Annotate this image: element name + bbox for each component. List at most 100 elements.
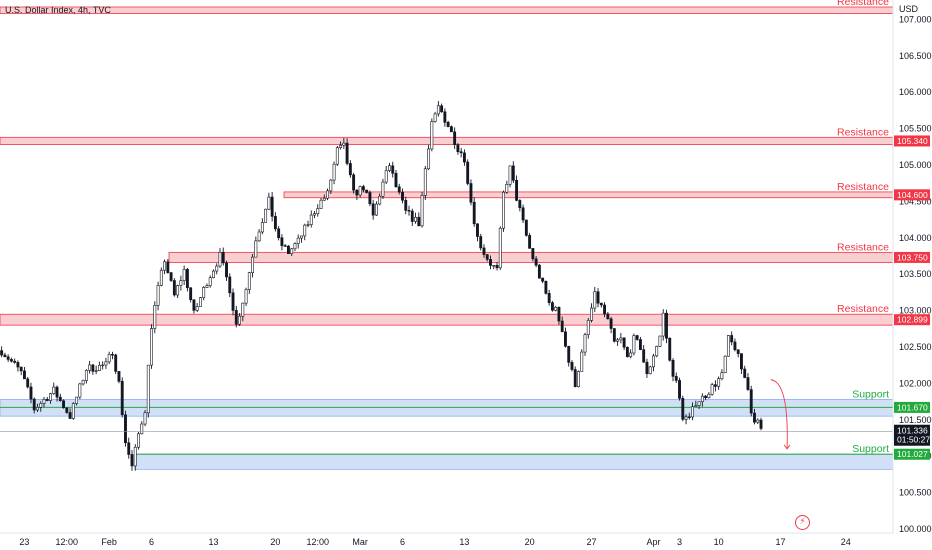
candle-body: [133, 446, 137, 467]
candle-body: [176, 285, 180, 296]
symbol-header[interactable]: U.S. Dollar Index, 4h, TVC: [5, 5, 111, 15]
candle-body: [518, 200, 522, 209]
candle-body: [756, 419, 760, 423]
candle-body: [671, 359, 675, 377]
candle-body: [713, 384, 717, 387]
candle-body: [537, 264, 541, 279]
candle-body: [251, 256, 255, 273]
time-tick-label: 17: [776, 537, 786, 547]
candle-body: [62, 400, 65, 409]
candle-body: [645, 361, 649, 374]
candle-body: [606, 313, 610, 320]
candle-body: [264, 208, 268, 223]
candle-body: [394, 172, 398, 188]
candle-body: [39, 403, 43, 408]
candle-body: [652, 355, 655, 368]
resistance-label: Resistance: [837, 303, 889, 315]
candle-body: [306, 224, 310, 226]
candle-body: [156, 285, 160, 306]
candle-body: [371, 203, 375, 216]
candle-body: [521, 207, 525, 221]
candle-body: [515, 180, 519, 201]
candle-body: [3, 354, 7, 358]
candle-body: [726, 335, 730, 357]
candles-layer: [0, 101, 763, 471]
resistance-zone: [0, 136, 894, 145]
candle-body: [554, 307, 558, 311]
candle-body: [489, 259, 492, 266]
candle-body: [459, 151, 463, 154]
candle-body: [345, 142, 349, 164]
candle-body: [730, 335, 734, 343]
candle-body: [378, 195, 382, 205]
candle-body: [453, 131, 457, 145]
candle-body: [303, 224, 307, 237]
resistance-price-tag-bg: [894, 189, 930, 201]
candle-body: [564, 331, 567, 347]
candle-body: [508, 165, 512, 185]
candle-body: [293, 243, 297, 250]
candle-body: [218, 252, 222, 267]
resistance-price-tag-bg: [894, 135, 930, 147]
candle-body: [260, 222, 264, 233]
lightning-icon[interactable]: ⚡: [795, 515, 810, 530]
time-tick-label: 3: [677, 537, 682, 547]
candle-body: [710, 384, 714, 395]
candle-body: [339, 145, 343, 148]
candle-body: [319, 199, 323, 209]
candle-body: [632, 335, 636, 354]
candle-body: [381, 181, 385, 197]
candle-body: [753, 412, 756, 423]
candle-body: [707, 393, 711, 398]
candle-body: [326, 190, 329, 199]
candle-body: [635, 335, 639, 340]
candle-body: [743, 368, 747, 378]
candle-body: [329, 179, 333, 192]
candle-body: [247, 272, 251, 290]
support-price-tag: 101.670: [897, 402, 928, 412]
resistance-zone: [283, 191, 894, 199]
candle-body: [384, 170, 388, 183]
candle-body: [642, 349, 646, 363]
candle-body: [629, 352, 633, 358]
candle-body: [388, 165, 391, 171]
price-tick-label: 106.500: [899, 51, 932, 61]
candle-body: [9, 359, 13, 362]
last-price-countdown: 01:50:27: [897, 435, 930, 445]
candle-body: [736, 349, 740, 354]
candle-body: [26, 378, 30, 388]
candle-body: [694, 405, 698, 408]
candle-body: [163, 261, 167, 271]
candle-body: [84, 370, 88, 381]
candle-body: [485, 254, 489, 260]
candle-body: [352, 174, 356, 191]
candle-body: [524, 219, 528, 236]
price-tick-label: 104.500: [899, 196, 932, 206]
candle-body: [404, 199, 408, 211]
price-tick-label: 107.000: [899, 14, 932, 24]
candle-body: [511, 165, 515, 181]
candle-body: [544, 280, 548, 294]
candle-body: [267, 196, 271, 210]
time-tick-label: 20: [525, 537, 535, 547]
resistance-zone: [168, 251, 894, 263]
resistance-zone: [0, 313, 894, 326]
candle-body: [466, 161, 470, 184]
candle-body: [322, 197, 326, 201]
candle-body: [13, 360, 17, 363]
candle-body: [446, 121, 450, 127]
candle-body: [55, 386, 59, 398]
candle-body: [280, 237, 284, 246]
candle-body: [479, 236, 483, 249]
candle-body: [570, 362, 574, 370]
candle-body: [700, 395, 704, 403]
candle-body: [720, 372, 724, 380]
candle-body: [192, 299, 196, 311]
candle-body: [205, 285, 209, 288]
candle-body: [127, 442, 131, 455]
resistance-label: Resistance: [837, 126, 889, 138]
time-tick-label: Mar: [352, 537, 368, 547]
candle-body: [430, 121, 434, 150]
candle-body: [215, 265, 219, 272]
